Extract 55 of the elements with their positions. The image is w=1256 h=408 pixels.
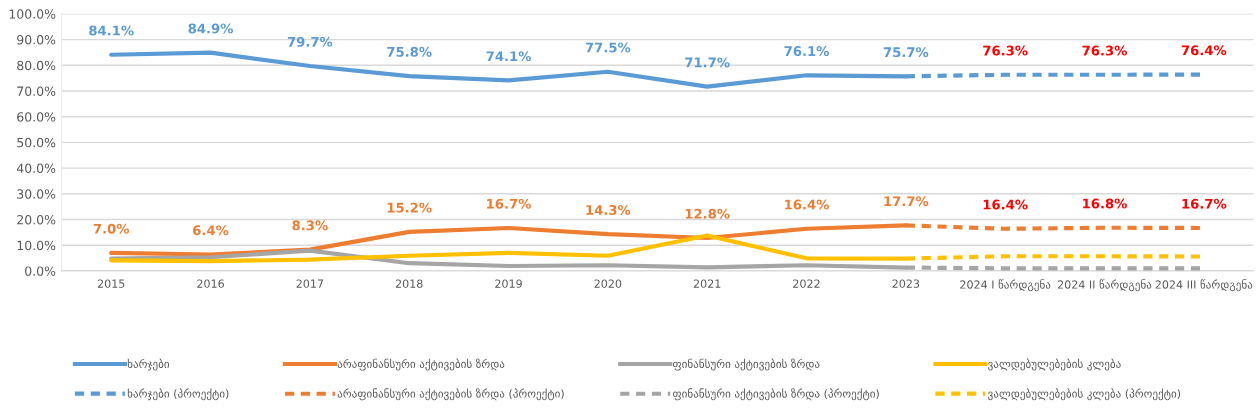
data-label: 12.8% <box>685 208 730 219</box>
data-label: 76.3% <box>983 45 1028 56</box>
legend-label: ფინანსური აქტივების ზრდა (პროექტი) <box>673 388 879 401</box>
data-label: 75.7% <box>883 47 929 58</box>
data-label: 79.7% <box>287 36 333 47</box>
legend-label: არაფინანსური აქტივების ზრდა <box>337 358 505 371</box>
y-tick-label: 0.0% <box>25 266 56 276</box>
y-tick-label: 60.0% <box>17 112 56 122</box>
x-tick-label: 2024 III წარდგენა <box>1155 279 1253 292</box>
data-label: 84.9% <box>188 23 233 34</box>
data-label: 14.3% <box>586 204 631 215</box>
data-label: 76.1% <box>784 46 829 57</box>
data-label: 6.4% <box>193 225 229 236</box>
legend-label: ხარჯები (პროექტი) <box>127 388 229 401</box>
y-tick-label: 70.0% <box>17 86 56 96</box>
legend-label: ხარჯები <box>127 358 170 371</box>
x-tick-label: 2015 <box>97 279 125 288</box>
data-label: 71.7% <box>685 57 730 68</box>
x-tick-label: 2018 <box>395 279 423 288</box>
data-label: 76.4% <box>1181 45 1227 56</box>
x-tick-label: 2021 <box>693 279 721 288</box>
data-label: 77.5% <box>585 42 631 53</box>
y-tick-label: 80.0% <box>17 60 56 71</box>
x-tick-label: 2023 <box>892 279 920 288</box>
data-label: 16.7% <box>487 198 531 209</box>
data-label: 15.2% <box>387 202 432 213</box>
data-label: 8.3% <box>292 220 328 231</box>
data-label: 84.1% <box>89 25 134 36</box>
x-tick-label: 2022 <box>793 279 820 288</box>
x-tick-label: 2024 I წარდგენა <box>960 279 1051 292</box>
x-tick-label: 2017 <box>296 279 324 288</box>
y-tick-label: 100.0% <box>9 9 56 19</box>
data-label: 16.8% <box>1083 198 1127 209</box>
y-tick-label: 10.0% <box>17 240 56 251</box>
x-tick-label: 2016 <box>197 279 224 288</box>
data-label: 74.1% <box>486 51 531 62</box>
y-tick-label: 90.0% <box>17 35 56 45</box>
x-tick-label: 2019 <box>495 279 522 288</box>
y-tick-label: 40.0% <box>16 163 56 174</box>
x-tick-label: 2024 II წარდგენა <box>1057 279 1152 292</box>
data-label: 76.3% <box>1082 45 1127 56</box>
y-tick-label: 50.0% <box>17 137 56 148</box>
data-label: 16.7% <box>1182 198 1227 209</box>
data-label: 16.4% <box>983 199 1028 210</box>
data-label: 75.8% <box>387 46 432 57</box>
legend-label: არაფინანსური აქტივების ზრდა (პროექტი) <box>337 388 564 401</box>
x-tick-label: 2020 <box>594 279 622 288</box>
data-label: 7.0% <box>93 223 130 234</box>
legend-label: ვალდებულებების კლება <box>988 358 1121 371</box>
y-tick-label: 30.0% <box>17 189 56 199</box>
data-label: 16.4% <box>785 199 829 210</box>
legend-label: ვალდებულებების კლება (პროექტი) <box>988 388 1181 401</box>
data-label: 17.7% <box>884 196 929 207</box>
y-tick-label: 20.0% <box>17 214 56 225</box>
legend-label: ფინანსური აქტივების ზრდა <box>673 358 820 371</box>
